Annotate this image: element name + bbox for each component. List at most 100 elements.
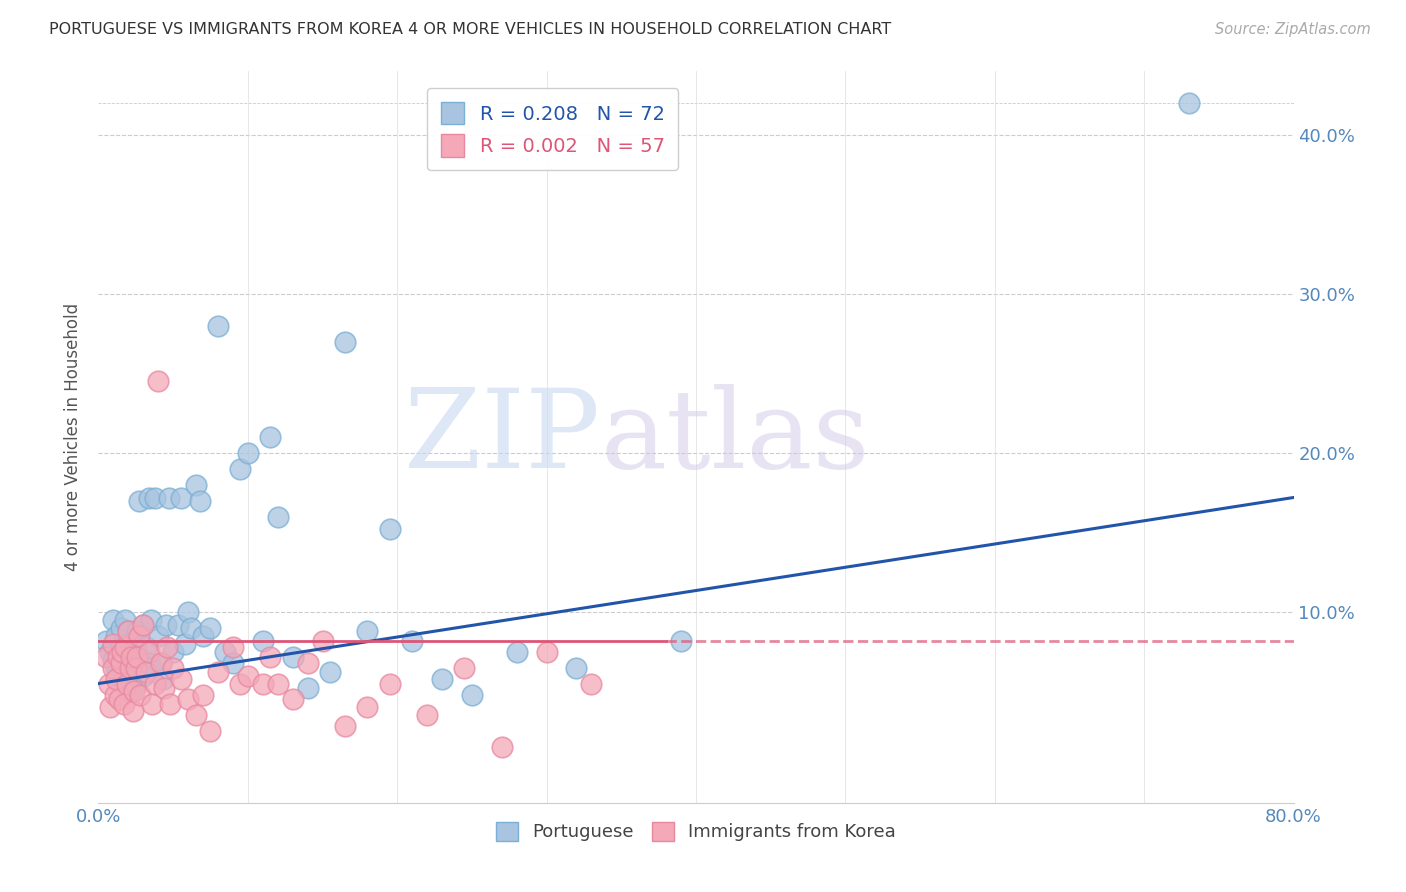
Point — [125, 660, 148, 674]
Point — [150, 656, 173, 670]
Point — [506, 645, 529, 659]
Point — [139, 613, 162, 627]
Point — [112, 697, 135, 711]
Point — [94, 649, 117, 664]
Point — [103, 613, 125, 627]
Point — [229, 462, 252, 476]
Point — [267, 509, 290, 524]
Point — [121, 704, 143, 718]
Point — [333, 334, 356, 349]
Point — [117, 684, 139, 698]
Point — [117, 624, 139, 638]
Point — [112, 656, 135, 670]
Point — [114, 640, 136, 654]
Point — [259, 649, 281, 664]
Point — [1178, 96, 1201, 111]
Point — [124, 684, 146, 698]
Point — [135, 640, 157, 654]
Point — [378, 676, 401, 690]
Point — [169, 491, 191, 505]
Point — [132, 668, 155, 682]
Point — [141, 697, 163, 711]
Point — [111, 649, 134, 664]
Point — [148, 375, 170, 389]
Point — [236, 446, 259, 460]
Point — [356, 624, 378, 638]
Point — [127, 649, 149, 664]
Point — [174, 637, 197, 651]
Point — [162, 660, 184, 674]
Point — [141, 660, 163, 674]
Point — [115, 676, 138, 690]
Point — [461, 688, 484, 702]
Point — [401, 633, 423, 648]
Point — [491, 740, 513, 755]
Point — [180, 621, 202, 635]
Point — [110, 621, 132, 635]
Point — [128, 493, 150, 508]
Point — [297, 656, 319, 670]
Point — [159, 697, 181, 711]
Point — [118, 665, 141, 680]
Point — [121, 633, 143, 648]
Point — [98, 645, 122, 659]
Point — [430, 672, 453, 686]
Point — [115, 637, 138, 651]
Point — [153, 681, 176, 696]
Point — [97, 676, 120, 690]
Point — [188, 493, 211, 508]
Point — [94, 633, 117, 648]
Point — [125, 640, 148, 654]
Text: atlas: atlas — [600, 384, 870, 491]
Point — [152, 672, 174, 686]
Point — [378, 522, 401, 536]
Point — [128, 629, 150, 643]
Point — [416, 708, 439, 723]
Point — [156, 640, 179, 654]
Point — [207, 665, 229, 680]
Point — [166, 617, 188, 632]
Point — [129, 688, 152, 702]
Point — [103, 660, 125, 674]
Point — [127, 624, 149, 638]
Y-axis label: 4 or more Vehicles in Household: 4 or more Vehicles in Household — [65, 303, 83, 571]
Point — [117, 624, 139, 638]
Point — [184, 708, 207, 723]
Point — [105, 629, 128, 643]
Point — [319, 665, 342, 680]
Point — [110, 656, 132, 670]
Point — [581, 676, 603, 690]
Point — [267, 676, 290, 690]
Point — [297, 681, 319, 696]
Point — [132, 617, 155, 632]
Point — [200, 724, 222, 739]
Point — [124, 660, 146, 674]
Point — [259, 430, 281, 444]
Point — [281, 692, 304, 706]
Point — [132, 617, 155, 632]
Point — [184, 477, 207, 491]
Point — [143, 491, 166, 505]
Point — [669, 633, 692, 648]
Point — [333, 719, 356, 733]
Text: Source: ZipAtlas.com: Source: ZipAtlas.com — [1215, 22, 1371, 37]
Point — [107, 649, 129, 664]
Point — [108, 668, 131, 682]
Point — [236, 668, 259, 682]
Text: PORTUGUESE VS IMMIGRANTS FROM KOREA 4 OR MORE VEHICLES IN HOUSEHOLD CORRELATION : PORTUGUESE VS IMMIGRANTS FROM KOREA 4 OR… — [49, 22, 891, 37]
Point — [311, 633, 333, 648]
Point — [229, 676, 252, 690]
Point — [207, 318, 229, 333]
Point — [565, 660, 588, 674]
Point — [356, 700, 378, 714]
Point — [177, 692, 200, 706]
Point — [252, 633, 274, 648]
Point — [136, 656, 159, 670]
Point — [148, 629, 170, 643]
Point — [120, 649, 142, 664]
Point — [200, 621, 222, 635]
Point — [222, 656, 245, 670]
Point — [125, 676, 148, 690]
Point — [155, 617, 177, 632]
Point — [281, 649, 304, 664]
